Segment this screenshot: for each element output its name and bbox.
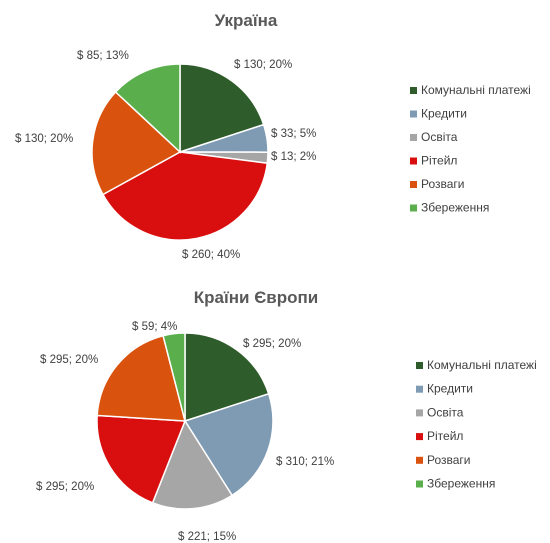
legend-swatch bbox=[410, 204, 417, 212]
legend-item-5: Розваги bbox=[416, 453, 471, 467]
legend-label: Кредити bbox=[427, 382, 473, 396]
legend-item-3: Освіта bbox=[410, 130, 458, 144]
legend-label: Розваги bbox=[421, 177, 465, 191]
pie-slice-2 bbox=[183, 392, 274, 497]
chart-ukraine: Україна $ 130; 20% $ 33; 5% $ 13; 2% $ 260;… bbox=[15, 11, 531, 261]
data-label-3: $ 13; 2% bbox=[271, 151, 316, 163]
pie-slice-3 bbox=[151, 419, 234, 510]
legend: Комунальні платежі Кредити Освіта Рітейл Роз… bbox=[416, 358, 537, 491]
legend-swatch bbox=[416, 433, 423, 441]
legend-item-4: Рітейл bbox=[410, 154, 457, 168]
legend: Комунальні платежі Кредити Освіта Рітейл Роз… bbox=[410, 83, 531, 215]
legend-swatch bbox=[416, 385, 423, 393]
legend-label: Комунальні платежі bbox=[427, 358, 537, 372]
legend-swatch bbox=[416, 456, 423, 464]
legend-label: Комунальні платежі bbox=[421, 83, 531, 97]
data-label-3: $ 221; 15% bbox=[178, 531, 236, 543]
legend-item-5: Розваги bbox=[410, 177, 465, 191]
pie-slice-4 bbox=[101, 151, 269, 241]
chart-title: Країни Європи bbox=[194, 288, 318, 307]
data-label-2: $ 33; 5% bbox=[271, 128, 316, 140]
legend-swatch bbox=[410, 134, 417, 141]
data-labels: $ 295; 20% $ 310; 21% $ 221; 15% $ 295; 20%… bbox=[36, 321, 334, 543]
data-label-1: $ 295; 20% bbox=[243, 338, 301, 350]
legend-label: Освіта bbox=[421, 130, 458, 144]
pie-slice-5 bbox=[96, 334, 186, 422]
pie-slice-5 bbox=[91, 90, 182, 196]
pie-slices bbox=[96, 332, 274, 510]
pie-slices bbox=[91, 63, 269, 241]
pie-slice-1 bbox=[179, 63, 265, 154]
chart-title: Україна bbox=[215, 11, 278, 30]
pie-slice-4 bbox=[96, 414, 187, 504]
legend-item-4: Рітейл bbox=[416, 429, 463, 443]
legend-swatch bbox=[410, 87, 417, 94]
legend-item-6: Збереження bbox=[410, 201, 489, 215]
pie-slice-6 bbox=[114, 63, 181, 154]
legend-swatch bbox=[416, 409, 423, 417]
legend-label: Освіта bbox=[427, 405, 464, 419]
data-label-1: $ 130; 20% bbox=[234, 59, 292, 71]
legend-item-6: Збереження bbox=[416, 477, 495, 491]
legend-swatch bbox=[416, 362, 423, 369]
legend-label: Збереження bbox=[427, 477, 495, 491]
legend-item-2: Кредити bbox=[410, 107, 467, 121]
legend-item-3: Освіта bbox=[416, 405, 464, 419]
legend-item-1: Комунальні платежі bbox=[416, 358, 537, 372]
legend-label: Розваги bbox=[427, 453, 471, 467]
data-label-4: $ 260; 40% bbox=[182, 249, 240, 261]
chart-europe: Країни Європи $ 295; 20% $ 310; 21% $ 221;… bbox=[36, 288, 537, 543]
data-label-5: $ 295; 20% bbox=[40, 354, 98, 366]
legend-swatch bbox=[416, 480, 423, 488]
data-labels: $ 130; 20% $ 33; 5% $ 13; 2% $ 260; 40% $ 13… bbox=[15, 50, 316, 261]
legend-swatch bbox=[410, 110, 417, 118]
legend-swatch bbox=[410, 181, 417, 188]
data-label-6: $ 59; 4% bbox=[132, 321, 177, 333]
legend-label: Рітейл bbox=[427, 429, 463, 443]
data-label-2: $ 310; 21% bbox=[276, 456, 334, 468]
data-label-6: $ 85; 13% bbox=[77, 50, 129, 62]
pie-slice-6 bbox=[162, 332, 186, 422]
data-label-5: $ 130; 20% bbox=[15, 133, 73, 145]
pie-slice-1 bbox=[184, 332, 270, 423]
legend-swatch bbox=[410, 157, 417, 165]
legend-label: Кредити bbox=[421, 107, 467, 121]
legend-label: Рітейл bbox=[421, 154, 457, 168]
data-label-4: $ 295; 20% bbox=[36, 481, 94, 493]
legend-item-1: Комунальні платежі bbox=[410, 83, 531, 97]
legend-label: Збереження bbox=[421, 201, 489, 215]
legend-item-2: Кредити bbox=[416, 382, 473, 396]
